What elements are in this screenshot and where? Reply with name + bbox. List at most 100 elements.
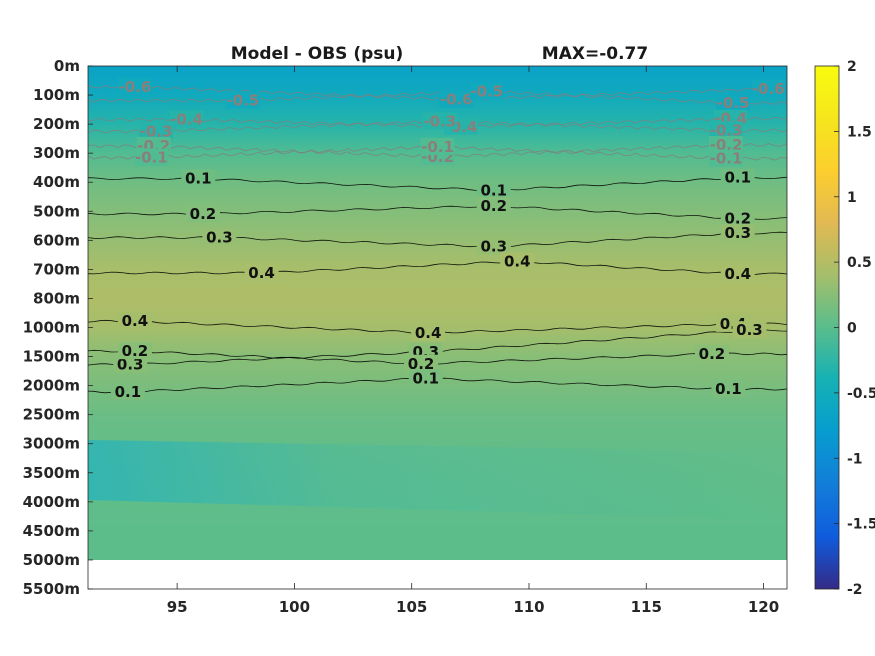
contour-label: 0.1: [724, 169, 751, 187]
contour-label-background: [469, 82, 504, 100]
contour-label-background: [181, 169, 216, 187]
contour-label-background: [476, 237, 511, 255]
x-axis-ticks: 95 100 105 110 115 120: [167, 66, 779, 616]
y-tick-label: 5500m: [23, 580, 80, 598]
contour-label: 0.2: [724, 209, 751, 227]
contour-label: 0.3: [117, 356, 144, 374]
y-tick-label: 400m: [33, 173, 80, 191]
contour-label-background: [751, 79, 786, 97]
contour-label-background: [185, 204, 220, 222]
y-tick-label: 3000m: [23, 435, 80, 453]
contour-label: 0.4: [504, 252, 531, 270]
colorbar-tick-label: -0.5: [847, 386, 875, 402]
colorbar-ticks: -2 -1.5 -1 -0.5 0 0.5 1 1.5 2: [834, 59, 875, 598]
contour-label: -0.3: [710, 121, 743, 139]
contour-label: -0.4: [170, 111, 203, 129]
contour-label: 0.1: [115, 383, 142, 401]
contour-label-background: [117, 342, 152, 360]
x-tick-label: 105: [396, 598, 427, 616]
contour-label-background: [476, 181, 511, 199]
contour-label-background: [408, 369, 443, 387]
contour-label: 0.4: [724, 265, 751, 283]
contour-label-background: [711, 380, 746, 398]
y-tick-label: 800m: [33, 289, 80, 307]
y-tick-label: 500m: [33, 202, 80, 220]
contour-label-background: [139, 122, 174, 140]
colorbar: -2 -1.5 -1 -0.5 0 0.5 1 1.5 2: [814, 59, 875, 598]
contour-line: [87, 84, 788, 102]
contour-label-background: [720, 209, 755, 227]
colorbar-tick-label: -1: [847, 451, 863, 467]
y-tick-label: 2500m: [23, 406, 80, 424]
contour-label: 0.2: [408, 355, 435, 373]
contour-label-background: [169, 110, 204, 128]
contour-line: [87, 89, 788, 105]
plot-area: -0.6-0.6-0.6-0.5 -0.5-0.5-0.4 -0.4 -0.4-0.3…: [87, 65, 788, 590]
contour-label: -0.5: [470, 82, 503, 100]
contour-label-background: [720, 224, 755, 242]
contour-label-background: [476, 196, 511, 214]
contour-label-background: [694, 344, 729, 362]
colorbar-tick-label: -1.5: [847, 517, 875, 533]
contour-label: 0.4: [415, 324, 442, 342]
contour-label-background: [720, 168, 755, 186]
chart-title: Model - OBS (psu): [231, 44, 404, 64]
contour-labels: -0.6-0.6-0.6-0.5 -0.5-0.5-0.4 -0.4 -0.4-0.3…: [110, 77, 786, 401]
contour-label: -0.6: [119, 78, 152, 96]
contour-label-background: [411, 323, 446, 341]
y-tick-label: 700m: [33, 260, 80, 278]
contour-label-background: [117, 312, 152, 330]
y-tick-label: 1000m: [23, 319, 80, 337]
contour-label: 0.2: [190, 205, 217, 223]
y-tick-label: 2000m: [23, 377, 80, 395]
colorbar-tick-label: -2: [847, 582, 863, 598]
y-tick-label: 100m: [33, 86, 80, 104]
x-tick-label: 95: [167, 598, 188, 616]
contour-label-background: [420, 137, 455, 155]
contour-label: 0.3: [206, 229, 233, 247]
y-tick-label: 3500m: [23, 464, 80, 482]
contour-label: -0.3: [140, 122, 173, 140]
contour-line: [87, 260, 788, 276]
contour-label: -0.5: [226, 91, 259, 109]
contour-label: 0.1: [715, 380, 742, 398]
contour-label-background: [225, 91, 260, 109]
contour-label-background: [500, 252, 535, 270]
contour-label-background: [422, 112, 457, 130]
y-axis-ticks: 0m 100m 200m 300m 400m 500m 600m 700m 800m 1000m 1…: [23, 57, 93, 598]
contour-label: -0.5: [717, 94, 750, 112]
contour-label: 0.3: [736, 321, 763, 339]
contour-label-background: [709, 121, 744, 139]
y-tick-label: 4000m: [23, 493, 80, 511]
contour-label: 0.2: [699, 345, 726, 363]
contour-label-background: [439, 90, 474, 108]
y-tick-label: 5000m: [23, 551, 80, 569]
contour-label: -0.6: [752, 80, 785, 98]
contour-label-background: [709, 136, 744, 154]
contour-label-background: [244, 263, 279, 281]
chart-max-label: MAX=-0.77: [542, 44, 648, 64]
x-tick-label: 120: [748, 598, 779, 616]
contour-label-background: [134, 148, 169, 166]
contour-label: -0.3: [423, 112, 456, 130]
contour-label: 0.4: [248, 264, 275, 282]
contour-label: -0.6: [440, 91, 473, 109]
x-tick-label: 110: [513, 598, 544, 616]
deep-band-shading: [88, 440, 787, 520]
contour-label: 0.2: [122, 342, 149, 360]
y-tick-label: 0m: [54, 57, 80, 75]
colorbar-tick-label: 0: [847, 321, 857, 337]
y-tick-label: 200m: [33, 115, 80, 133]
contour-label-background: [113, 355, 148, 373]
contour-label-background: [732, 321, 767, 339]
contour-label-background: [110, 382, 145, 400]
colorbar-tick-label: 1: [847, 190, 857, 206]
contour-label: 0.4: [122, 312, 149, 330]
contour-label: -0.1: [135, 149, 168, 167]
colorbar-tick-label: 1.5: [847, 124, 872, 140]
y-tick-label: 4500m: [23, 522, 80, 540]
contour-label-background: [709, 149, 744, 167]
y-tick-label: 1500m: [23, 348, 80, 366]
x-tick-label: 100: [279, 598, 310, 616]
